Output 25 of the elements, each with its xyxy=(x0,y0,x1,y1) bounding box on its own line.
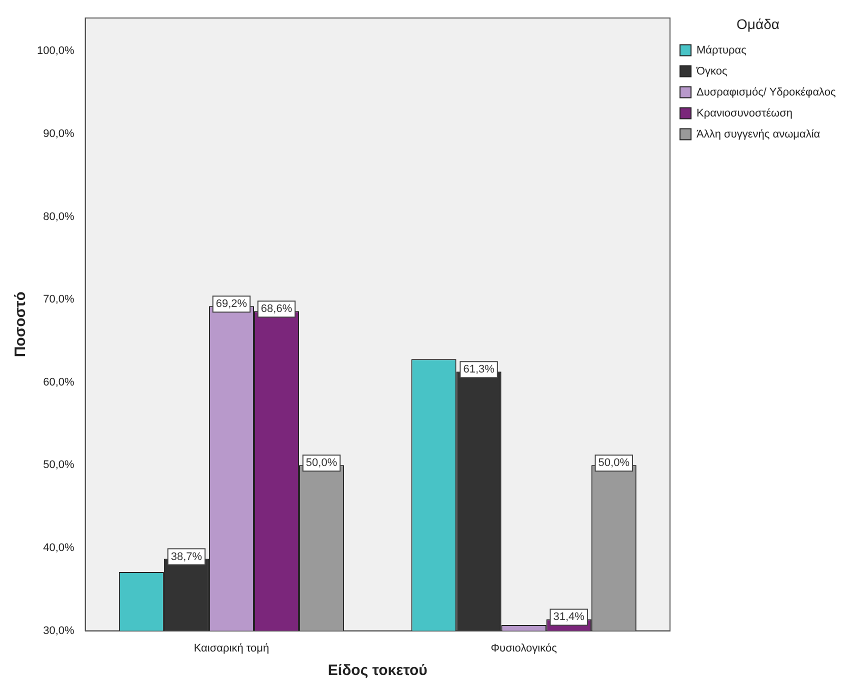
x-tick-label: Φυσιολογικός xyxy=(490,642,557,654)
y-tick-label: 100,0% xyxy=(36,45,75,58)
y-tick-label: 40,0% xyxy=(43,542,75,554)
legend-title: Ομάδα xyxy=(736,16,780,32)
y-axis-title: Ποσοστό xyxy=(12,292,30,358)
x-axis-title: Είδος τοκετού xyxy=(328,662,428,680)
x-tick-label: Καισαρική τομή xyxy=(194,642,270,654)
data-label: 69,2% xyxy=(216,298,248,310)
legend-label: Όγκος xyxy=(696,65,728,78)
data-label: 38,7% xyxy=(170,550,202,563)
y-tick-label: 50,0% xyxy=(43,459,75,472)
legend-label: Μάρτυρας xyxy=(696,44,746,56)
y-tick-label: 90,0% xyxy=(43,128,75,140)
legend-label: Δυσραφισμός/ Υδροκέφαλος xyxy=(696,86,836,98)
y-tick-label: 30,0% xyxy=(43,624,75,637)
data-label: 68,6% xyxy=(260,303,292,316)
data-label: 50,0% xyxy=(306,457,338,470)
y-tick-label: 70,0% xyxy=(43,294,75,306)
y-tick-label: 60,0% xyxy=(43,376,75,388)
y-tick-label: 80,0% xyxy=(43,210,75,223)
legend-label: Κρανιοσυνοστέωση xyxy=(696,107,792,120)
data-label: 31,4% xyxy=(553,611,585,624)
data-label: 50,0% xyxy=(598,457,630,470)
data-label: 61,3% xyxy=(463,364,495,376)
legend-label: Άλλη συγγενής ανωμαλία xyxy=(696,128,821,140)
